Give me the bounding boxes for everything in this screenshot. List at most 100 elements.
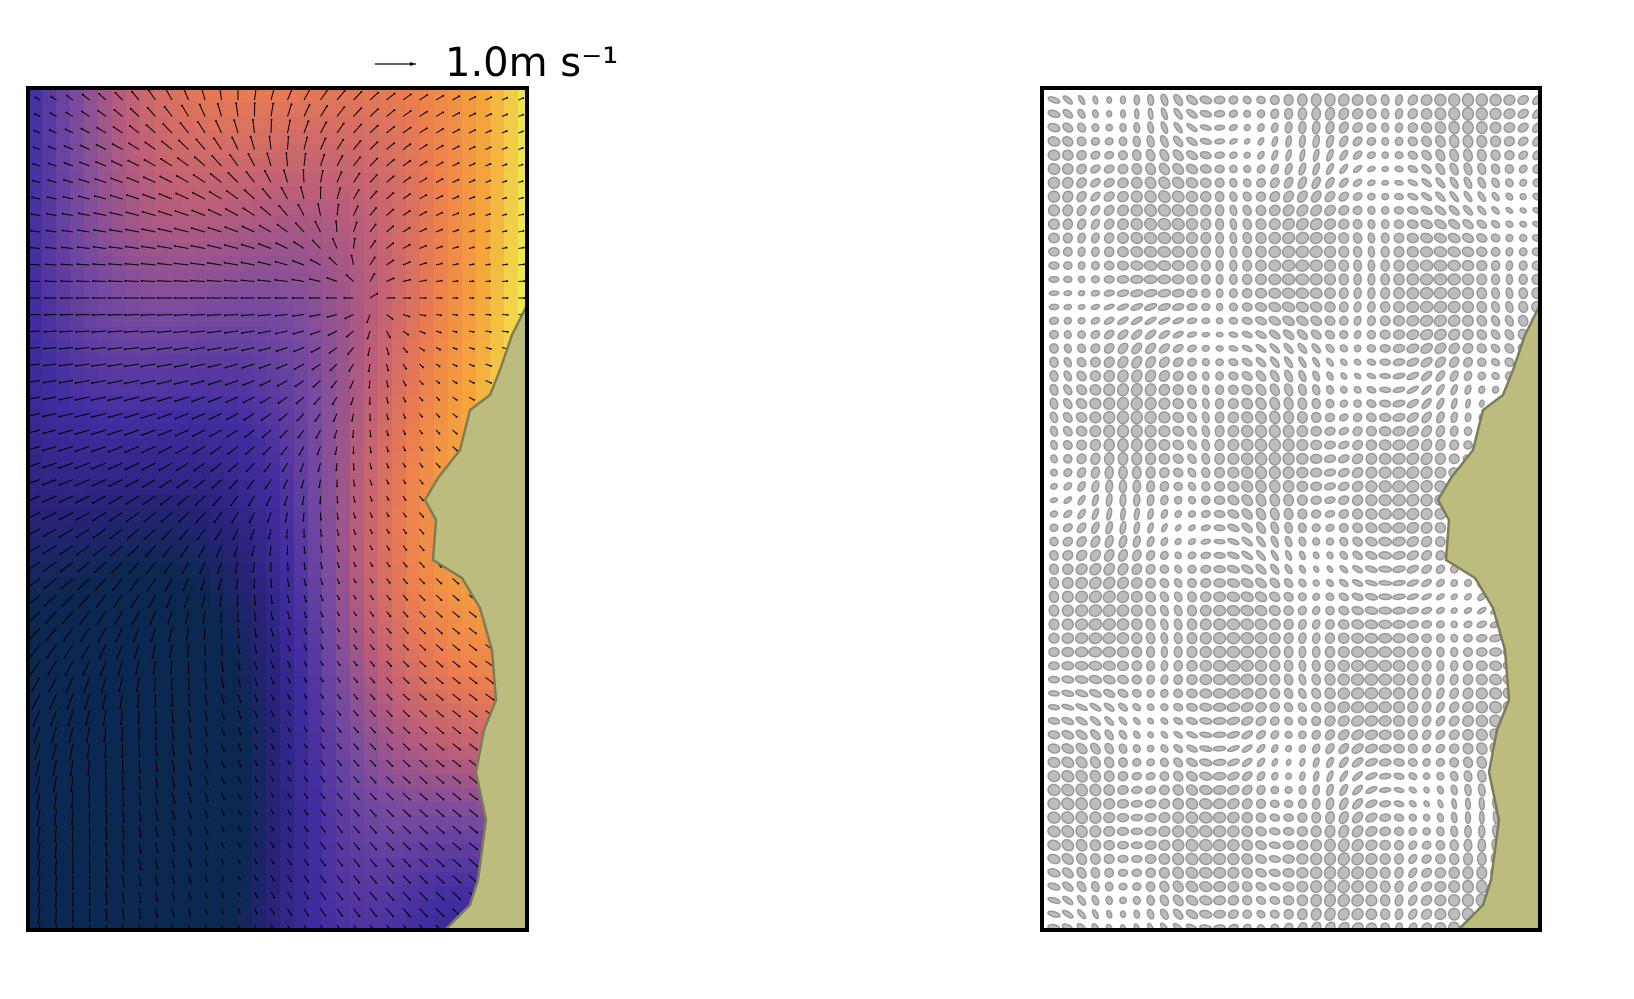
velocity-arrow <box>237 710 242 718</box>
velocity-arrow-head <box>44 296 47 299</box>
velocity-arrow-head <box>152 672 155 675</box>
heat-cell <box>126 872 141 887</box>
heat-cell <box>70 508 85 523</box>
heat-cell <box>294 844 309 859</box>
velocity-arrow <box>336 825 343 833</box>
heat-cell <box>350 550 365 565</box>
heat-cell <box>42 564 57 579</box>
heat-cell <box>392 452 407 467</box>
heat-cell <box>196 116 211 131</box>
heat-cell <box>42 858 57 873</box>
velocity-arrow <box>204 759 209 769</box>
velocity-arrow-head <box>345 274 348 277</box>
velocity-arrow-head <box>49 112 52 115</box>
velocity-arrow <box>468 113 476 117</box>
heat-cell <box>84 340 99 355</box>
velocity-arrow <box>369 429 372 437</box>
heat-cell <box>28 550 43 565</box>
velocity-arrow <box>224 330 239 334</box>
velocity-arrow <box>386 825 394 834</box>
heat-cell <box>210 452 225 467</box>
velocity-arrow-head <box>473 162 476 165</box>
heat-cell <box>392 410 407 425</box>
heat-cell <box>238 690 253 705</box>
heat-cell <box>182 550 197 565</box>
velocity-arrow <box>54 809 57 825</box>
velocity-arrow <box>121 726 123 741</box>
heat-cell <box>420 158 435 173</box>
velocity-arrow-head <box>93 571 96 574</box>
heat-cell <box>490 256 505 271</box>
velocity-arrow-head <box>74 450 77 453</box>
heat-cell <box>196 844 211 859</box>
velocity-arrow-head <box>339 747 342 750</box>
velocity-arrow <box>452 743 461 750</box>
velocity-arrow-head <box>311 239 314 242</box>
velocity-arrow <box>77 246 90 249</box>
heat-cell <box>182 606 197 621</box>
velocity-arrow <box>75 396 90 401</box>
heat-cell <box>84 578 99 593</box>
heat-cell <box>112 676 127 691</box>
velocity-arrow <box>177 495 189 506</box>
heat-cell <box>434 186 449 201</box>
velocity-arrow-head <box>291 296 294 299</box>
velocity-arrow <box>386 192 394 200</box>
heat-cell <box>70 676 85 691</box>
heat-cell <box>42 284 57 299</box>
heat-cell <box>56 676 71 691</box>
heat-cell <box>210 368 225 383</box>
heat-cell <box>280 746 295 761</box>
heat-cell <box>70 858 85 873</box>
velocity-arrow-head <box>192 173 195 176</box>
heat-cell <box>322 900 337 915</box>
velocity-arrow-head <box>68 740 71 743</box>
heat-cell <box>476 102 491 117</box>
heat-cell <box>252 256 267 271</box>
velocity-arrow-head <box>282 169 285 172</box>
heat-cell <box>504 284 519 299</box>
velocity-arrow-head <box>373 256 376 259</box>
velocity-arrow <box>94 229 107 233</box>
heat-cell <box>238 536 253 551</box>
velocity-arrow <box>98 93 107 101</box>
velocity-arrow-head <box>320 550 323 553</box>
velocity-arrow <box>93 545 107 556</box>
heat-cell <box>378 704 393 719</box>
velocity-arrow <box>204 710 208 720</box>
velocity-arrow-head <box>108 502 111 505</box>
velocity-arrow <box>96 594 107 608</box>
velocity-arrow <box>336 204 339 216</box>
heat-cell <box>266 340 281 355</box>
velocity-arrow-head <box>489 196 492 199</box>
velocity-arrow-head <box>177 503 180 506</box>
heat-cell <box>140 746 155 761</box>
velocity-arrow <box>194 156 206 167</box>
velocity-arrow-head <box>124 279 127 282</box>
velocity-arrow-head <box>457 162 460 165</box>
velocity-arrow-head <box>290 103 293 106</box>
heat-cell <box>392 592 407 607</box>
velocity-arrow-head <box>218 604 221 607</box>
velocity-arrow-head <box>323 830 326 833</box>
velocity-arrow-head <box>36 823 39 826</box>
velocity-arrow-head <box>140 262 143 265</box>
heat-cell <box>238 410 253 425</box>
velocity-arrow-head <box>228 469 231 472</box>
velocity-arrow <box>386 627 391 634</box>
heat-cell <box>28 396 43 411</box>
heat-cell <box>266 830 281 845</box>
velocity-arrow-head <box>213 521 216 524</box>
velocity-arrow <box>188 842 192 851</box>
velocity-arrow-head <box>340 797 343 800</box>
velocity-arrow <box>229 479 239 489</box>
heat-cell <box>294 158 309 173</box>
heat-cell <box>70 578 85 593</box>
heat-cell <box>252 620 267 635</box>
heat-cell <box>252 886 267 901</box>
velocity-arrow <box>369 726 376 733</box>
velocity-arrow <box>60 545 74 555</box>
heat-cell <box>280 172 295 187</box>
heat-cell <box>252 648 267 663</box>
